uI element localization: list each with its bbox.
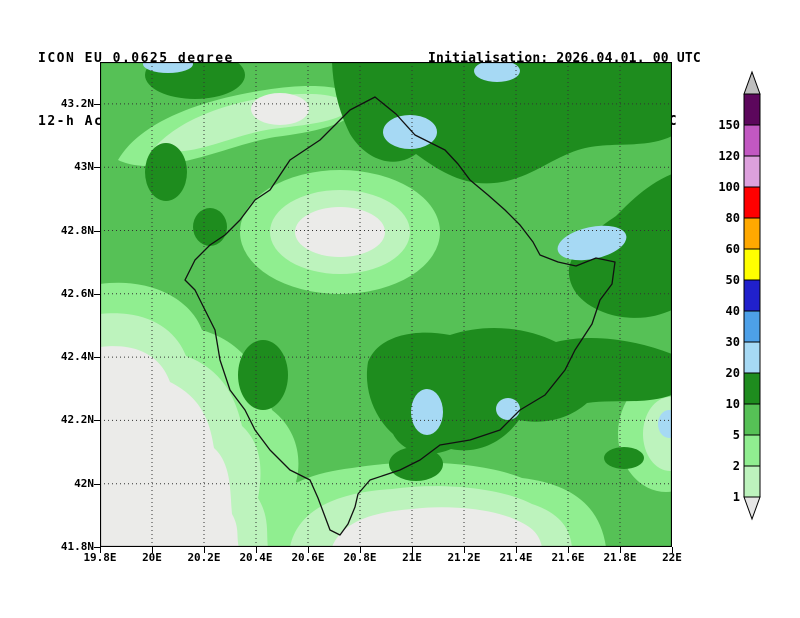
contour-10mm bbox=[332, 62, 672, 184]
x-tick-label: 21.4E bbox=[499, 551, 533, 564]
colorbar-cell bbox=[743, 124, 761, 157]
colorbar-cell bbox=[743, 217, 761, 250]
colorbar-label: 10 bbox=[726, 397, 740, 411]
x-tick-mark bbox=[672, 547, 673, 553]
contour-10mm bbox=[366, 327, 672, 454]
x-tick-mark bbox=[204, 547, 205, 553]
contour-20mm bbox=[557, 225, 627, 261]
colorbar-cell bbox=[743, 372, 761, 405]
y-tick-mark bbox=[94, 230, 100, 232]
contour-20mm bbox=[474, 62, 520, 82]
colorbar-label: 2 bbox=[733, 459, 740, 473]
colorbar-canvas: 150 120 100 80 60 50 40 30 20 10 5 2 1 bbox=[718, 70, 761, 521]
colorbar-cell bbox=[743, 93, 761, 126]
x-tick-mark bbox=[620, 547, 621, 553]
x-tick-label: 20.2E bbox=[187, 551, 221, 564]
y-tick-label: 43N bbox=[74, 160, 94, 174]
x-tick-label: 22E bbox=[662, 551, 682, 564]
contour-20mm bbox=[411, 389, 443, 435]
y-tick-mark bbox=[94, 420, 100, 422]
y-tick-label: 43.2N bbox=[60, 96, 94, 110]
colorbar-cell bbox=[743, 310, 761, 343]
y-tick-label: 42.8N bbox=[60, 223, 94, 237]
contour-20mm-layer bbox=[143, 62, 672, 438]
colorbar-cell bbox=[743, 155, 761, 188]
y-tick-mark bbox=[94, 167, 100, 169]
x-tick-label: 21.2E bbox=[447, 551, 481, 564]
y-tick-mark bbox=[94, 357, 100, 359]
y-tick-mark bbox=[94, 103, 100, 105]
plot-frame bbox=[100, 62, 672, 547]
colorbar-arrow-down bbox=[743, 496, 761, 521]
contour-10mm bbox=[145, 143, 187, 201]
x-tick-mark bbox=[256, 547, 257, 553]
contour-below-1mm bbox=[100, 346, 239, 547]
colorbar-label: 60 bbox=[726, 242, 740, 256]
colorbar-cell bbox=[743, 248, 761, 281]
colorbar-label: 100 bbox=[718, 180, 740, 194]
x-tick-label: 20.4E bbox=[239, 551, 273, 564]
x-tick-mark bbox=[360, 547, 361, 553]
x-tick-label: 21.6E bbox=[551, 551, 585, 564]
contour-10mm bbox=[193, 208, 227, 246]
contour-below-1mm bbox=[332, 507, 542, 547]
colorbar-cell bbox=[743, 341, 761, 374]
contour-20mm bbox=[658, 410, 672, 438]
y-tick-mark bbox=[94, 547, 100, 548]
map-canvas bbox=[100, 62, 672, 547]
colorbar-cell bbox=[743, 434, 761, 467]
colorbar-label: 5 bbox=[733, 428, 740, 442]
contour-20mm bbox=[496, 398, 520, 420]
x-tick-label: 21E bbox=[402, 551, 422, 564]
colorbar-arrow-up bbox=[743, 70, 761, 95]
y-tick-label: 42.4N bbox=[60, 350, 94, 364]
contour-20mm bbox=[143, 62, 193, 73]
colorbar-label: 40 bbox=[726, 304, 740, 318]
contour-20mm bbox=[383, 115, 437, 149]
y-tick-label: 42.2N bbox=[60, 413, 94, 427]
contour-below-1mm bbox=[251, 93, 309, 125]
latlon-grid bbox=[100, 62, 672, 547]
y-tick-label: 42N bbox=[74, 476, 94, 490]
x-tick-label: 20.6E bbox=[291, 551, 325, 564]
colorbar-cell bbox=[743, 403, 761, 436]
x-tick-mark bbox=[516, 547, 517, 553]
colorbar-cell bbox=[743, 279, 761, 312]
y-tick-mark bbox=[94, 293, 100, 295]
colorbar: 150 120 100 80 60 50 40 30 20 10 5 2 1 bbox=[706, 70, 764, 525]
x-tick-label: 20E bbox=[142, 551, 162, 564]
colorbar-label: 1 bbox=[733, 490, 740, 504]
colorbar-label: 150 bbox=[718, 118, 740, 132]
colorbar-label: 20 bbox=[726, 366, 740, 380]
x-tick-label: 21.8E bbox=[603, 551, 637, 564]
colorbar-cell bbox=[743, 186, 761, 219]
contour-below-1mm bbox=[295, 207, 385, 257]
contour-below-1mm-layer bbox=[100, 93, 542, 547]
y-tick-label: 42.6N bbox=[60, 286, 94, 300]
y-tick-label: 41.8N bbox=[60, 540, 94, 553]
contour-10mm bbox=[238, 340, 288, 410]
colorbar-label: 50 bbox=[726, 273, 740, 287]
x-tick-label: 20.8E bbox=[343, 551, 377, 564]
colorbar-cell bbox=[743, 465, 761, 498]
contour-10mm bbox=[604, 447, 644, 469]
x-tick-mark bbox=[308, 547, 309, 553]
x-tick-mark bbox=[152, 547, 153, 553]
x-tick-mark bbox=[412, 547, 413, 553]
x-tick-mark bbox=[464, 547, 465, 553]
colorbar-label: 80 bbox=[726, 211, 740, 225]
x-tick-mark bbox=[100, 547, 101, 553]
contour-10mm bbox=[389, 447, 443, 481]
precipitation-map: 19.8E 20E 20.2E 20.4E 20.6E 20.8E 21E 21.2E 21.4… bbox=[61, 62, 682, 564]
y-tick-mark bbox=[94, 483, 100, 485]
country-border bbox=[184, 96, 616, 536]
colorbar-label: 30 bbox=[726, 335, 740, 349]
x-tick-label: 19.8E bbox=[83, 551, 117, 564]
x-tick-mark bbox=[568, 547, 569, 553]
colorbar-label: 120 bbox=[718, 149, 740, 163]
